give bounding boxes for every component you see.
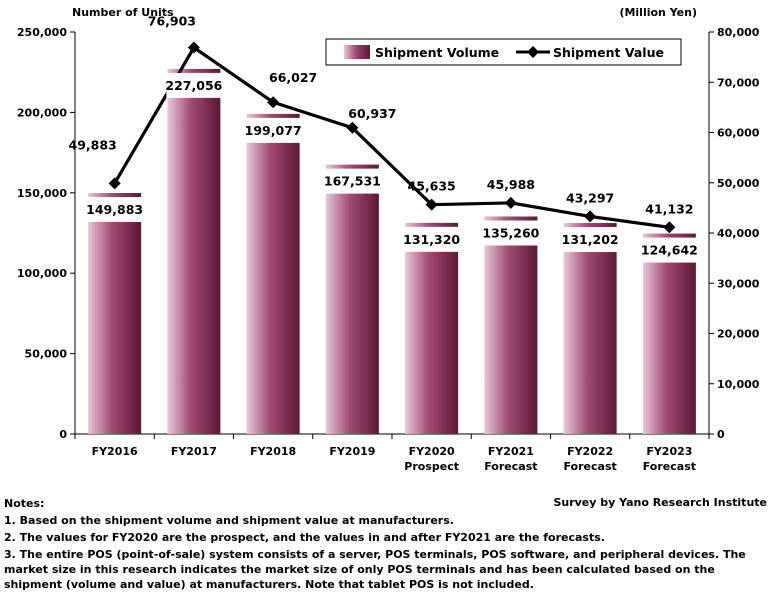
volume-label-background [245,117,301,143]
left-axis-title: Number of Units [72,6,174,19]
volume-data-label: 135,260 [482,226,539,241]
x-tick-label: FY2020 [409,445,455,458]
value-data-label: 60,937 [348,106,396,121]
right-tick-label: 10,000 [717,378,760,391]
volume-bar [642,233,696,434]
volume-label-background [166,72,222,98]
value-point-marker [346,121,359,134]
left-tick-label: 150,000 [17,187,67,200]
value-data-label: 45,635 [408,179,456,194]
volume-data-label: 149,883 [86,202,143,217]
combo-chart: Number of Units (Million Yen) 0 50,000 100… [17,6,760,473]
left-tick-label: 100,000 [17,267,67,280]
data-labels: 149,883 227,056 199,077 167,531 131,320 135,2… [69,14,698,263]
x-tick-label: FY2017 [171,445,217,458]
x-tick-label: FY2021 [488,445,534,458]
volume-data-label: 167,531 [324,174,381,189]
volume-data-label: 131,202 [562,232,619,247]
left-tick-label: 0 [59,428,67,441]
volume-bar [88,192,142,434]
legend: Shipment Volume Shipment Value [325,38,682,66]
volume-bar [484,216,538,434]
volume-label-background [87,196,143,222]
value-point-marker [425,198,438,211]
volume-label-background [562,227,618,253]
volume-label-background [324,168,380,194]
right-tick-label: 0 [717,428,725,441]
x-tick-label: FY2023 [646,445,692,458]
volume-bar [405,222,459,434]
value-data-label: 45,988 [487,177,535,192]
left-tick-label: 200,000 [17,106,67,119]
x-tick-label: Forecast [563,460,616,473]
legend-volume-swatch [344,45,370,59]
right-tick-label: 80,000 [717,26,760,39]
value-line-path [113,45,670,229]
value-point-marker [267,96,280,109]
left-tick-label: 250,000 [17,26,67,39]
note-1: 1. Based on the shipment volume and ship… [4,514,454,527]
right-tick-label: 30,000 [717,277,760,290]
x-tick-label: FY2016 [92,445,138,458]
x-tick-label: FY2019 [329,445,375,458]
legend-volume-label: Shipment Volume [375,45,499,60]
volume-label-background [483,220,539,246]
value-line [108,41,676,234]
notes: Notes: 1. Based on the shipment volume a… [4,496,768,594]
value-point-marker [663,221,676,234]
x-tick-label: FY2018 [250,445,296,458]
x-tick-label: FY2022 [567,445,613,458]
value-data-label: 76,903 [148,14,196,29]
source-credit: Survey by Yano Research Institute [553,496,767,509]
x-tick-label: Forecast [643,460,696,473]
right-tick-label: 40,000 [717,227,760,240]
volume-bar [246,113,300,434]
volume-data-label: 124,642 [641,243,698,258]
volume-data-label: 227,056 [165,78,222,93]
legend-box [325,38,682,66]
value-data-label: 66,027 [269,70,317,85]
value-point-marker [187,41,200,54]
legend-value-marker [527,46,539,58]
volume-bar [325,164,379,434]
value-data-label: 43,297 [566,190,614,205]
volume-data-label: 199,077 [245,123,302,138]
x-tick-label: Forecast [484,460,537,473]
value-point-marker [584,210,597,223]
notes-heading: Notes: [4,497,45,510]
right-axis-title: (Million Yen) [619,6,697,19]
right-tick-label: 70,000 [717,76,760,89]
axes: 0 50,000 100,000 150,000 200,000 250,000 0 10,0… [17,26,760,473]
left-tick-label: 50,000 [25,348,68,361]
right-tick-label: 50,000 [717,177,760,190]
volume-bar [563,223,617,434]
volume-label-background [641,237,697,263]
right-tick-label: 20,000 [717,328,760,341]
note-2: 2. The values for FY2020 are the prospec… [4,531,605,544]
note-3: 3. The entire POS (point-of-sale) system… [4,548,746,591]
legend-value-label: Shipment Value [553,45,664,60]
right-tick-label: 60,000 [717,127,760,140]
value-data-label: 41,132 [645,201,693,216]
x-tick-label: Prospect [404,460,459,473]
value-data-label: 49,883 [69,137,117,152]
volume-label-background [404,226,460,252]
bars [88,68,696,434]
value-point-marker [108,177,121,190]
volume-data-label: 131,320 [403,232,460,247]
volume-bar [167,68,221,434]
value-point-marker [504,196,517,209]
